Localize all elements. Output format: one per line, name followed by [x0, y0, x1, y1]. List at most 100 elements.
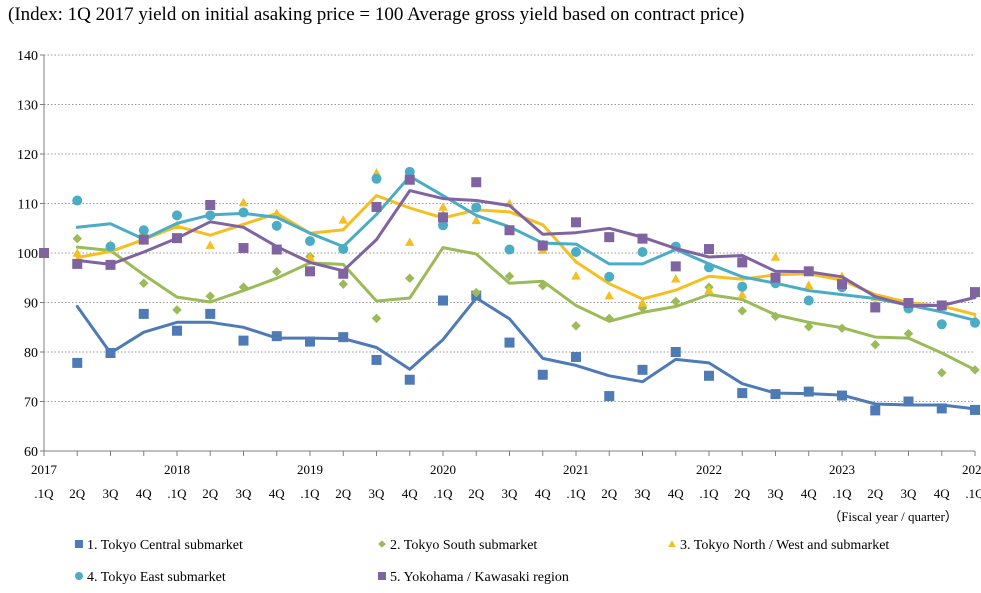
- x-quarter-label: .1Q: [433, 486, 453, 501]
- series-3-point: [438, 202, 448, 211]
- x-quarter-label: 4Q: [668, 486, 685, 501]
- legend-marker: [668, 540, 676, 548]
- series-1-point: [504, 337, 515, 348]
- series-4-point: [138, 225, 149, 236]
- series-2-point: [172, 305, 182, 315]
- x-year-label: 2021: [563, 462, 589, 477]
- chart-title: (Index: 1Q 2017 yield on initial asaking…: [8, 4, 744, 25]
- series-5-point: [604, 232, 615, 243]
- series-4-point: [637, 247, 648, 258]
- series-2-point: [571, 321, 581, 331]
- series-5-point: [537, 240, 548, 251]
- series-3-point: [804, 280, 814, 289]
- series-1-point: [571, 351, 581, 362]
- series-1-point: [238, 335, 249, 346]
- x-quarter-label: 2Q: [734, 486, 751, 501]
- y-tick-label: 80: [24, 346, 38, 361]
- x-year-label: 2017: [31, 462, 58, 477]
- series-4-point: [338, 244, 349, 255]
- series-5-point: [704, 244, 714, 255]
- series-4-point: [571, 247, 581, 258]
- x-quarter-label: 2Q: [601, 486, 618, 501]
- series-2-point: [737, 306, 747, 316]
- series-5-point: [271, 244, 282, 255]
- x-year-label: 2018: [164, 462, 190, 477]
- x-quarter-label: 4Q: [269, 486, 286, 501]
- series-2-point: [970, 365, 980, 375]
- series-1-point: [72, 357, 83, 368]
- legend-marker: [378, 540, 386, 548]
- x-quarter-label: 4Q: [402, 486, 419, 501]
- series-1-point: [704, 370, 714, 381]
- series-2-point: [238, 282, 249, 292]
- series-1-point: [371, 354, 382, 365]
- x-quarter-label: .1Q: [566, 486, 586, 501]
- series-5-point: [205, 199, 216, 210]
- series-1-point: [305, 336, 315, 347]
- y-tick-label: 90: [24, 297, 38, 312]
- series-2-point: [770, 311, 781, 322]
- legend-marker: [75, 540, 83, 548]
- legend-marker: [378, 572, 386, 580]
- series-1-point: [903, 396, 914, 407]
- series-1-point: [537, 369, 548, 380]
- series-3-point: [405, 237, 415, 246]
- series-1-point: [604, 391, 615, 402]
- series-1-point: [138, 308, 149, 319]
- series-2-point: [72, 233, 82, 244]
- series-3-point: [272, 208, 282, 218]
- series-3-point: [704, 285, 714, 294]
- series-2-point: [139, 278, 149, 288]
- series-5-point: [504, 225, 515, 236]
- series-2-point: [538, 280, 548, 291]
- series-3-point: [72, 248, 82, 257]
- series-3: [72, 168, 980, 324]
- series-3-point: [737, 289, 747, 299]
- legend: 1. Tokyo Central submarket 2. Tokyo South…: [75, 538, 889, 585]
- y-axis-ticks: 60 70 80 90 100 110 120 130 140: [17, 49, 38, 460]
- series-2-point: [837, 323, 847, 333]
- series-4-point: [371, 173, 382, 184]
- series-2-point: [504, 271, 515, 282]
- legend-item-2: 2. Tokyo South submarket: [378, 538, 537, 553]
- x-quarter-label: 3Q: [502, 486, 519, 501]
- series-1-point: [737, 388, 748, 399]
- series-3-point: [205, 240, 215, 249]
- series-2-point: [272, 267, 282, 277]
- legend-label: 5. Yokohama / Kawasaki region: [390, 570, 569, 585]
- series-2-point: [471, 287, 481, 298]
- y-tick-label: 120: [17, 148, 38, 163]
- x-quarter-label: 4Q: [934, 486, 951, 501]
- series-2-point: [804, 322, 814, 332]
- series-4-point: [704, 262, 714, 273]
- series-5-point: [471, 177, 482, 188]
- series-4-point: [504, 244, 515, 255]
- x-quarter-label: .1Q: [167, 486, 187, 501]
- x-quarter-label: 3Q: [236, 486, 253, 501]
- series-2-point: [903, 328, 914, 339]
- series-3-point: [637, 298, 648, 307]
- series-1-point: [837, 390, 847, 401]
- legend-label: 1. Tokyo Central submarket: [87, 538, 243, 553]
- x-quarter-label: 2Q: [867, 486, 884, 501]
- series-5-line: [75, 189, 977, 307]
- series-5-point: [970, 287, 980, 298]
- series-5-point: [571, 217, 581, 228]
- series-3-point: [471, 215, 481, 225]
- x-year-label: 2022: [696, 462, 722, 477]
- x-quarter-label: 4Q: [801, 486, 818, 501]
- series-4-line: [75, 174, 977, 322]
- series-5-point: [770, 272, 781, 283]
- x-year-label: 2019: [297, 462, 323, 477]
- y-tick-label: 130: [17, 99, 38, 114]
- series-4-point: [271, 220, 282, 231]
- x-quarter-label: 3Q: [103, 486, 120, 501]
- series-3-point: [604, 290, 614, 300]
- y-tick-label: 110: [18, 198, 38, 213]
- series-1-point: [271, 331, 282, 342]
- legend-item-4: 4. Tokyo East submarket: [75, 570, 226, 585]
- series-2-point: [604, 313, 614, 324]
- series-1-point: [970, 404, 980, 415]
- series-5-point: [39, 248, 49, 258]
